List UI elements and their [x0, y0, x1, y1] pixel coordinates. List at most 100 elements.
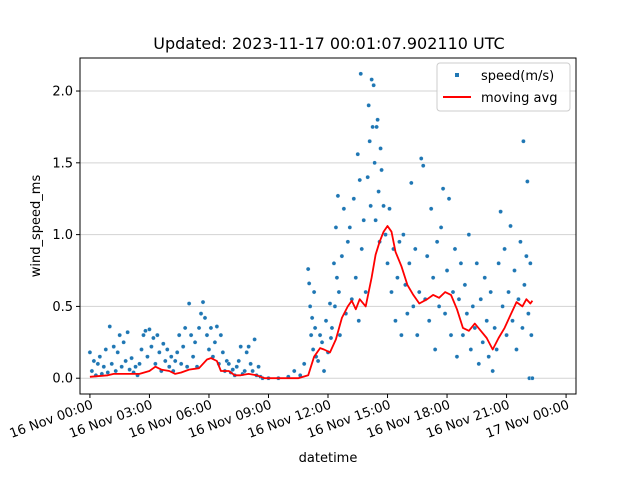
scatter-point-55 — [196, 325, 202, 331]
scatter-point-39 — [164, 347, 170, 352]
scatter-point-50 — [186, 301, 192, 306]
scatter-point-44 — [174, 350, 180, 355]
scatter-point-29 — [145, 354, 150, 359]
scatter-point-191 — [464, 311, 470, 316]
scatter-point-7 — [101, 364, 107, 370]
scatter-point-34 — [155, 332, 160, 338]
scatter-point-101 — [312, 325, 318, 331]
scatter-point-106 — [321, 368, 327, 374]
scatter-point-224 — [526, 311, 531, 316]
scatter-point-78 — [242, 368, 247, 374]
y-tick-label-3: 1.5 — [52, 156, 73, 171]
scatter-point-12 — [111, 344, 117, 349]
scatter-point-194 — [470, 304, 476, 309]
scatter-point-82 — [250, 368, 255, 374]
scatter-point-149 — [381, 203, 386, 209]
scatter-point-143 — [374, 124, 379, 130]
scatter-point-9 — [105, 370, 111, 375]
scatter-point-67 — [220, 350, 226, 355]
scatter-point-189 — [460, 332, 466, 338]
scatter-point-178 — [438, 225, 444, 230]
scatter-point-202 — [486, 354, 492, 359]
scatter-point-79 — [244, 350, 249, 355]
scatter-point-95 — [306, 281, 312, 286]
scatter-point-70 — [226, 361, 232, 367]
scatter-point-46 — [178, 361, 184, 367]
scatter-point-17 — [121, 340, 126, 345]
scatter-point-135 — [366, 103, 371, 108]
scatter-point-147 — [378, 146, 383, 151]
scatter-point-28 — [143, 328, 148, 334]
scatter-point-30 — [147, 327, 152, 332]
scatter-point-163 — [409, 180, 414, 186]
scatter-point-11 — [109, 361, 115, 367]
scatter-point-19 — [125, 329, 130, 335]
scatter-point-190 — [462, 282, 468, 288]
scatter-point-66 — [218, 332, 224, 338]
scatter-point-197 — [476, 361, 482, 367]
scatter-point-133 — [363, 289, 368, 295]
scatter-point-64 — [214, 324, 220, 329]
scatter-point-52 — [190, 354, 196, 359]
scatter-point-85 — [256, 364, 261, 370]
scatter-point-119 — [339, 253, 345, 259]
scatter-point-114 — [333, 225, 339, 230]
scatter-point-128 — [356, 318, 362, 324]
scatter-point-15 — [117, 332, 122, 338]
legend-marker-scatter — [455, 73, 459, 77]
scatter-point-94 — [305, 266, 311, 272]
scatter-point-204 — [490, 368, 495, 374]
scatter-point-219 — [520, 325, 525, 331]
scatter-point-169 — [420, 163, 426, 168]
scatter-point-129 — [357, 177, 363, 183]
scatter-point-60 — [206, 347, 212, 352]
scatter-point-40 — [166, 364, 172, 370]
scatter-point-209 — [500, 304, 505, 309]
scatter-point-80 — [246, 344, 251, 349]
scatter-point-8 — [103, 347, 109, 352]
scatter-point-105 — [319, 340, 325, 345]
scatter-point-151 — [385, 261, 390, 266]
scatter-point-48 — [182, 325, 188, 331]
y-axis-ticks: 0.0 0.5 1.0 1.5 2.0 — [52, 85, 80, 387]
scatter-point-100 — [311, 289, 317, 295]
scatter-point-168 — [418, 156, 424, 161]
scatter-point-174 — [430, 275, 436, 280]
scatter-point-134 — [365, 174, 370, 180]
scatter-point-156 — [395, 275, 400, 280]
scatter-point-159 — [401, 232, 406, 237]
scatter-point-167 — [416, 289, 422, 295]
scatter-point-53 — [192, 340, 198, 345]
scatter-point-33 — [153, 361, 158, 367]
scatter-point-37 — [161, 341, 166, 347]
scatter-point-113 — [332, 304, 338, 309]
scatter-point-32 — [151, 335, 156, 341]
scatter-point-164 — [411, 304, 416, 309]
scatter-point-23 — [133, 364, 138, 370]
scatter-point-223 — [525, 179, 530, 184]
scatter-point-187 — [456, 296, 462, 302]
scatter-point-27 — [141, 332, 146, 338]
scatter-layer — [87, 71, 535, 381]
scatter-point-59 — [204, 332, 210, 338]
scatter-point-107 — [323, 318, 329, 324]
scatter-point-104 — [317, 332, 323, 338]
scatter-point-96 — [307, 304, 313, 309]
scatter-point-171 — [424, 253, 430, 259]
y-tick-label-2: 1.0 — [52, 228, 73, 243]
scatter-point-213 — [508, 223, 513, 229]
scatter-point-97 — [308, 332, 314, 338]
x-axis-label: datetime — [299, 451, 358, 466]
gridlines — [80, 90, 576, 379]
scatter-point-208 — [498, 209, 503, 214]
scatter-point-13 — [113, 368, 119, 374]
scatter-point-176 — [434, 239, 440, 245]
scatter-point-16 — [119, 364, 124, 370]
scatter-point-173 — [428, 206, 434, 212]
scatter-point-25 — [137, 361, 142, 367]
scatter-point-20 — [127, 367, 132, 372]
scatter-point-18 — [123, 358, 128, 364]
legend-box — [436, 62, 571, 112]
scatter-point-195 — [472, 325, 478, 331]
scatter-point-216 — [514, 347, 519, 352]
